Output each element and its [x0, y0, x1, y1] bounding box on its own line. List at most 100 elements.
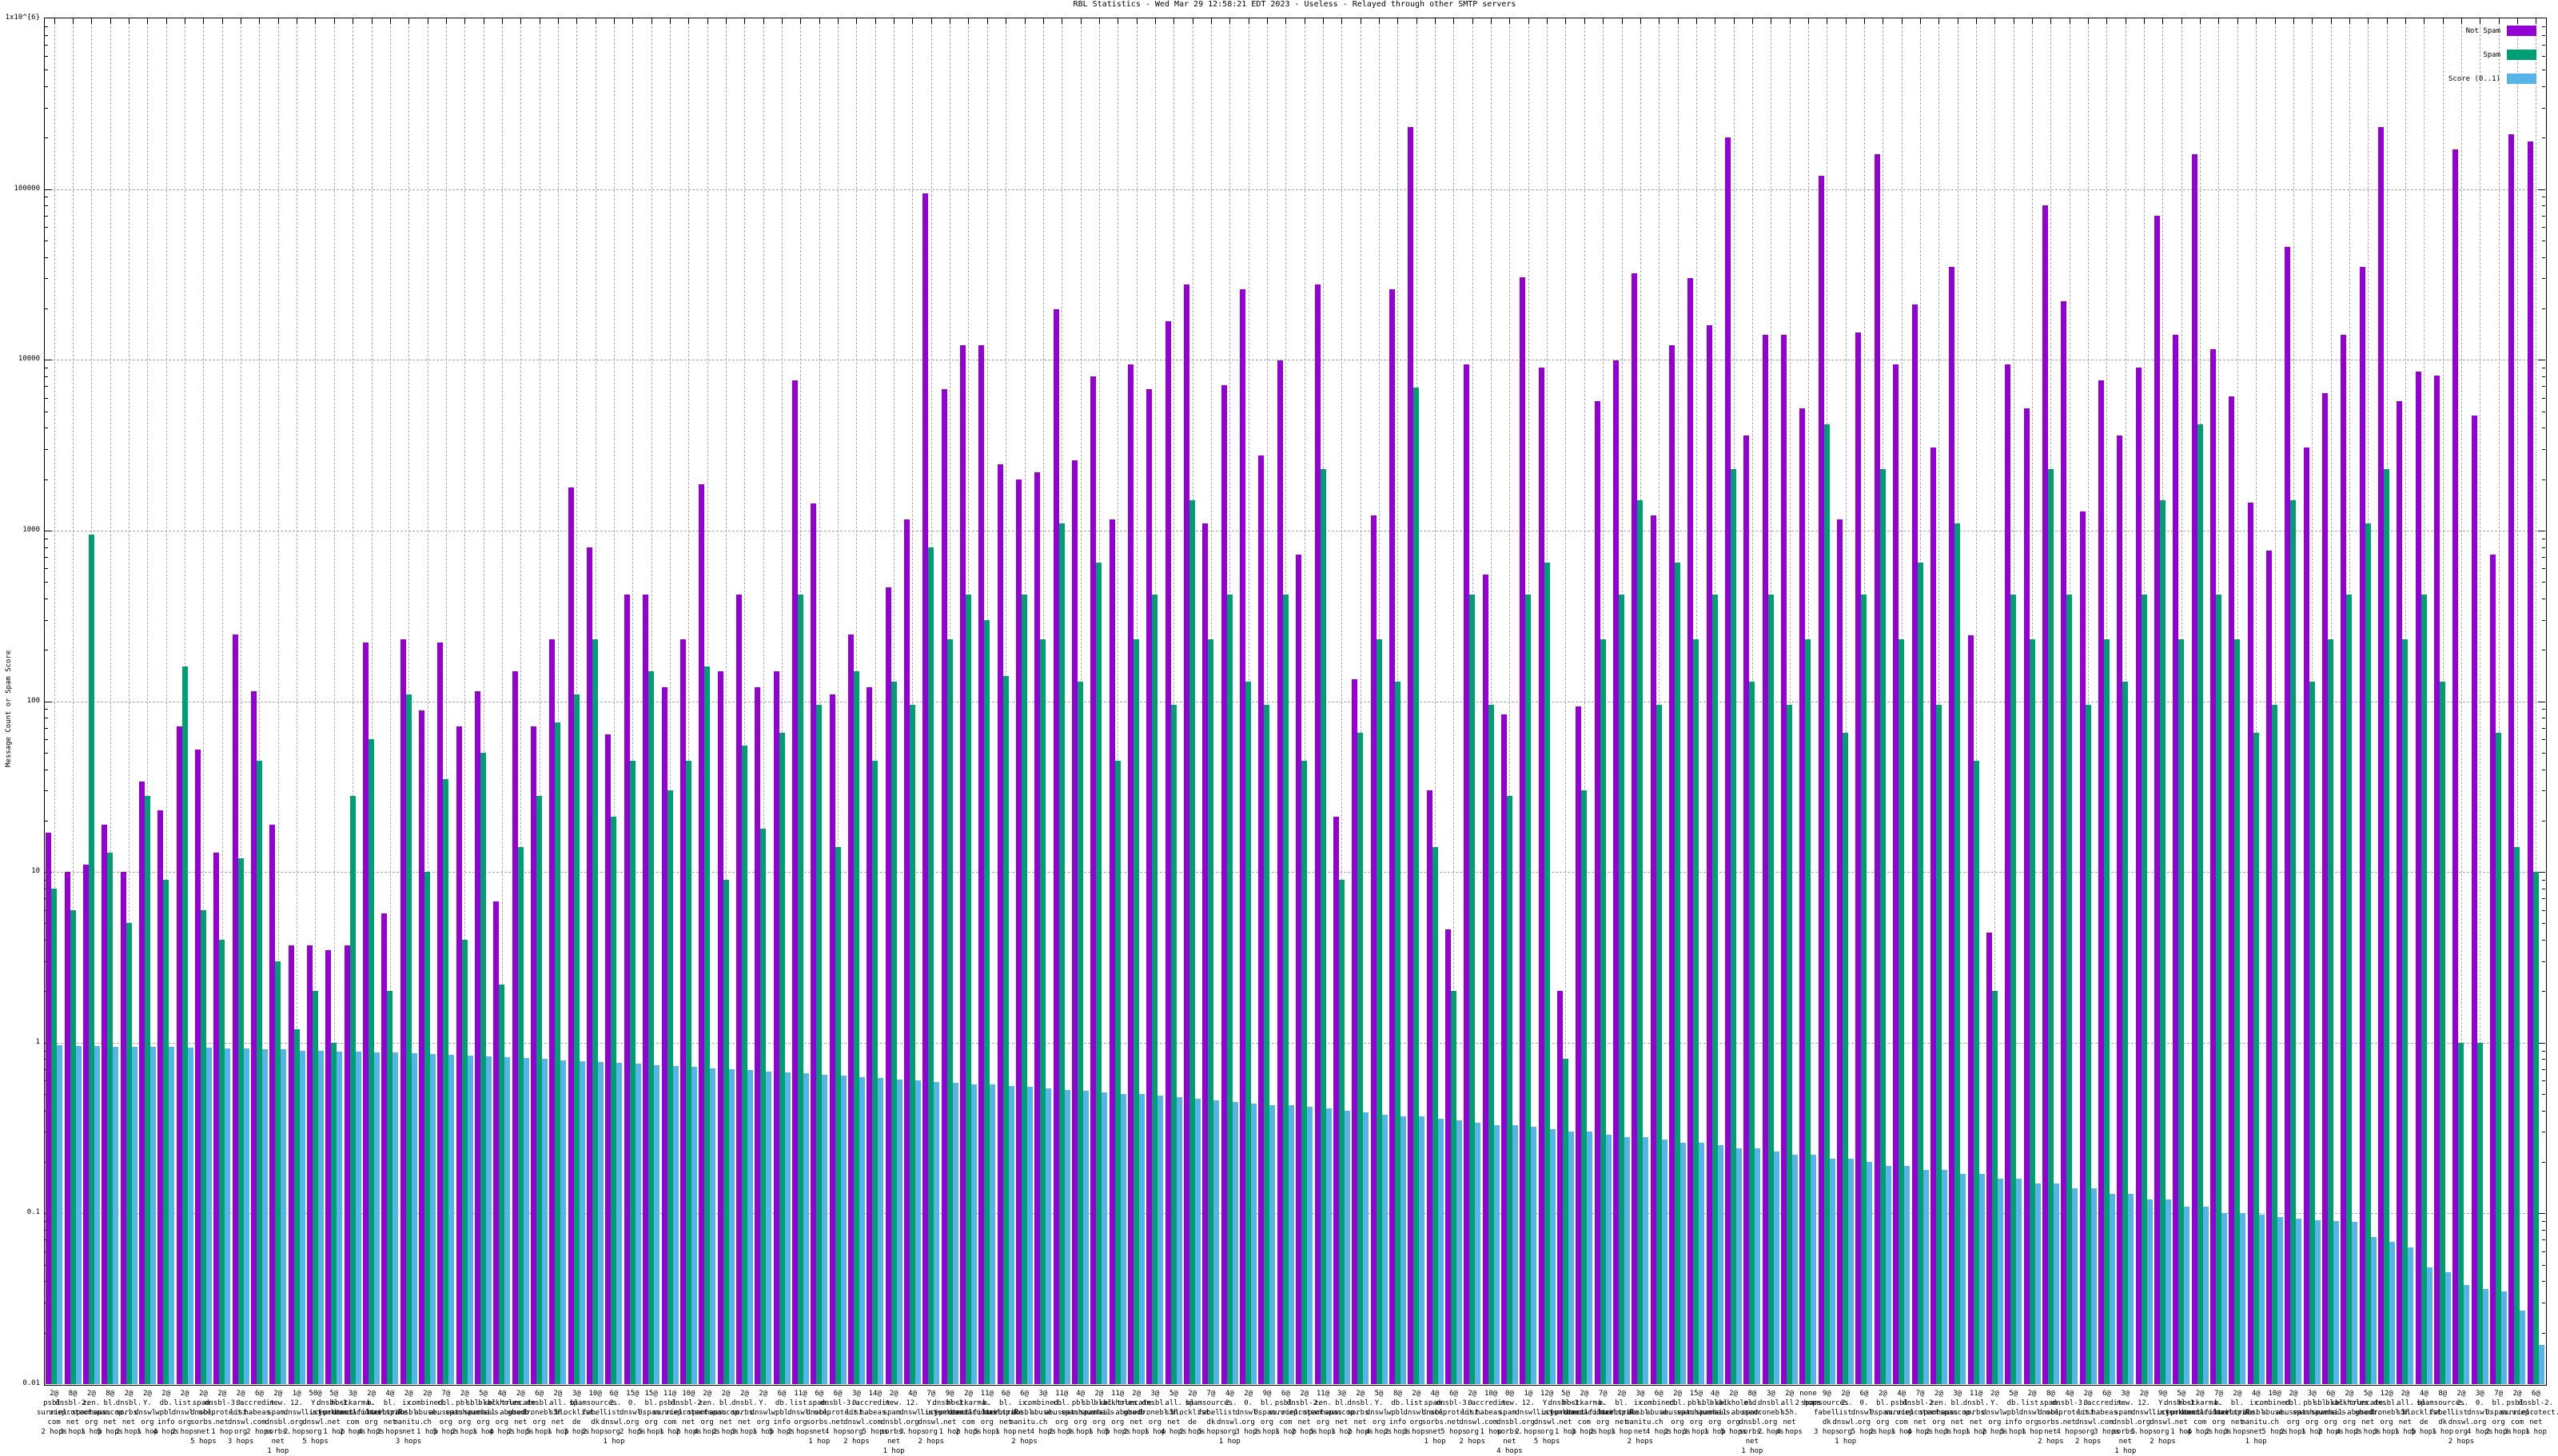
bar-spam	[536, 795, 543, 1384]
x-tick-label-line: list.	[304, 1409, 327, 1417]
x-tick-label-line: spam.	[1741, 1409, 1763, 1417]
x-tick-label-line: habeas.	[2091, 1409, 2122, 1417]
x-tick-label-line: 0.	[1244, 1399, 1253, 1407]
bar-spam	[2159, 500, 2166, 1384]
bar-not-spam	[829, 694, 835, 1384]
bar-spam	[1693, 639, 1699, 1384]
x-top-tick	[1695, 18, 1697, 24]
x-tick-label-line: 15@	[1689, 1390, 1703, 1398]
x-tick-label-line: spamhaus.	[2292, 1409, 2332, 1417]
x-top-tick	[408, 18, 410, 24]
bar-score	[2426, 1267, 2432, 1384]
x-tick-label-line: 2@	[2195, 1390, 2205, 1398]
x-tick-label-line: 11@	[980, 1390, 994, 1398]
bar-score	[1736, 1148, 1743, 1384]
x-top-tick	[930, 18, 932, 24]
x-top-tick	[1509, 18, 1511, 24]
bar-not-spam	[1352, 678, 1358, 1384]
bar-spam	[2066, 595, 2073, 1384]
x-tick-label-line: 2 hops	[1926, 1428, 1952, 1436]
x-tick-label-line: junkemailfilter.	[1549, 1409, 1620, 1417]
bar-score	[281, 1049, 287, 1384]
x-tick-label-line: 12.	[1521, 1399, 1535, 1407]
bar-not-spam	[46, 832, 52, 1384]
x-top-tick	[819, 18, 820, 24]
bar-not-spam	[1893, 364, 1899, 1384]
x-tick-label-line: Y.	[1374, 1399, 1384, 1407]
x-tick-label-line: gbudb.	[1123, 1409, 1150, 1417]
x-tick-label-line: sorbs.	[2038, 1418, 2064, 1426]
x-tick-label-line: org	[233, 1428, 248, 1436]
x-tick-label-line: net	[1633, 1428, 1647, 1436]
bar-score	[1643, 1136, 1649, 1384]
y-minor-tick	[2542, 898, 2545, 900]
x-tick-label-line: barracudacentral.	[2181, 1409, 2256, 1417]
x-tick-label-line: hostkarma.	[1562, 1399, 1606, 1407]
x-tick-label-line: 2@	[180, 1390, 189, 1398]
bar-score	[1941, 1169, 1947, 1384]
bar-not-spam	[102, 824, 108, 1384]
x-tick-label-line: blackholes.	[2325, 1399, 2373, 1407]
bar-score	[728, 1068, 735, 1384]
x-grid-line	[1845, 18, 1847, 1384]
x-tick-label-line: dnswl.	[1515, 1409, 1542, 1417]
x-top-tick	[2032, 18, 2034, 24]
x-tick-label-line: net	[215, 1418, 229, 1426]
x-tick-label-line: 5 hops	[2130, 1428, 2158, 1436]
x-top-tick	[1789, 18, 1791, 24]
x-tick-label-line: ch	[2270, 1418, 2279, 1426]
x-tick-label-line: dnswl.	[2150, 1418, 2176, 1426]
bar-not-spam	[699, 483, 705, 1384]
bar-not-spam	[269, 824, 276, 1384]
bar-not-spam	[1949, 267, 1955, 1384]
y-minor-tick	[2542, 923, 2545, 925]
x-tick-label-line: net	[327, 1418, 341, 1426]
x-tick-label-line: 5 hops	[432, 1428, 460, 1436]
x-grid-line	[1435, 18, 1436, 1384]
bar-score	[486, 1056, 492, 1384]
x-top-tick	[875, 18, 876, 24]
x-tick-label-line: de	[572, 1418, 581, 1426]
x-tick-label-line: spamhaus.	[464, 1409, 503, 1417]
x-tick-label-line: 2 hops	[955, 1428, 982, 1436]
x-tick-label-line: mailspike.	[368, 1409, 412, 1417]
x-tick-label-line: 5 hops	[1309, 1428, 1337, 1436]
x-tick-label-line: 4 hops	[358, 1428, 384, 1436]
x-tick-label-line: truncate.	[1117, 1399, 1156, 1407]
x-tick-label-line: 3@	[852, 1390, 861, 1398]
x-tick-label-line: 2 hops	[41, 1428, 67, 1436]
bar-spam	[2514, 846, 2520, 1384]
x-tick-label-line: 6@	[1020, 1390, 1029, 1398]
bar-not-spam	[1594, 401, 1600, 1384]
x-tick-label-line: spamhaus.	[444, 1409, 484, 1417]
x-tick-label-line: 4 hops	[694, 1428, 720, 1436]
x-tick-label-line: 7@	[2494, 1390, 2504, 1398]
x-tick-label-line: 9@	[2158, 1390, 2167, 1398]
bar-spam	[2496, 733, 2502, 1384]
x-tick-label-line: 2 hops	[1870, 1428, 1896, 1436]
x-top-tick	[2256, 18, 2257, 24]
x-tick-label-line: dnswl.	[227, 1418, 254, 1426]
x-top-tick	[2516, 18, 2518, 24]
y-minor-tick	[2542, 107, 2545, 109]
x-tick-label-line: habeas.	[859, 1409, 891, 1417]
x-tick-label-line: 4 hops	[2186, 1428, 2213, 1436]
x-grid-line	[501, 18, 503, 1384]
x-tick-label-line: list.	[789, 1399, 811, 1407]
x-tick-label-line: truncate.	[500, 1399, 540, 1407]
x-tick-label-line: sbl-xbl.	[465, 1399, 501, 1407]
x-tick-label-line: 12.	[2137, 1399, 2151, 1407]
bar-spam	[237, 858, 244, 1384]
x-tick-label-line: org	[1727, 1418, 1740, 1426]
x-tick-label-line: 2 hops	[377, 1428, 404, 1436]
x-tick-label-line: 0@	[1505, 1390, 1514, 1398]
x-top-tick	[838, 18, 839, 24]
x-tick-label-line: uceprotect.	[310, 1409, 358, 1417]
y-tick-label: 100	[26, 696, 40, 705]
x-top-tick	[2106, 18, 2108, 24]
bar-spam	[1338, 879, 1345, 1384]
x-tick-label-line: 2@	[50, 1390, 59, 1398]
x-top-tick	[744, 18, 746, 24]
x-tick-label-line: 0.	[2475, 1399, 2484, 1407]
bar-spam	[2402, 639, 2409, 1384]
